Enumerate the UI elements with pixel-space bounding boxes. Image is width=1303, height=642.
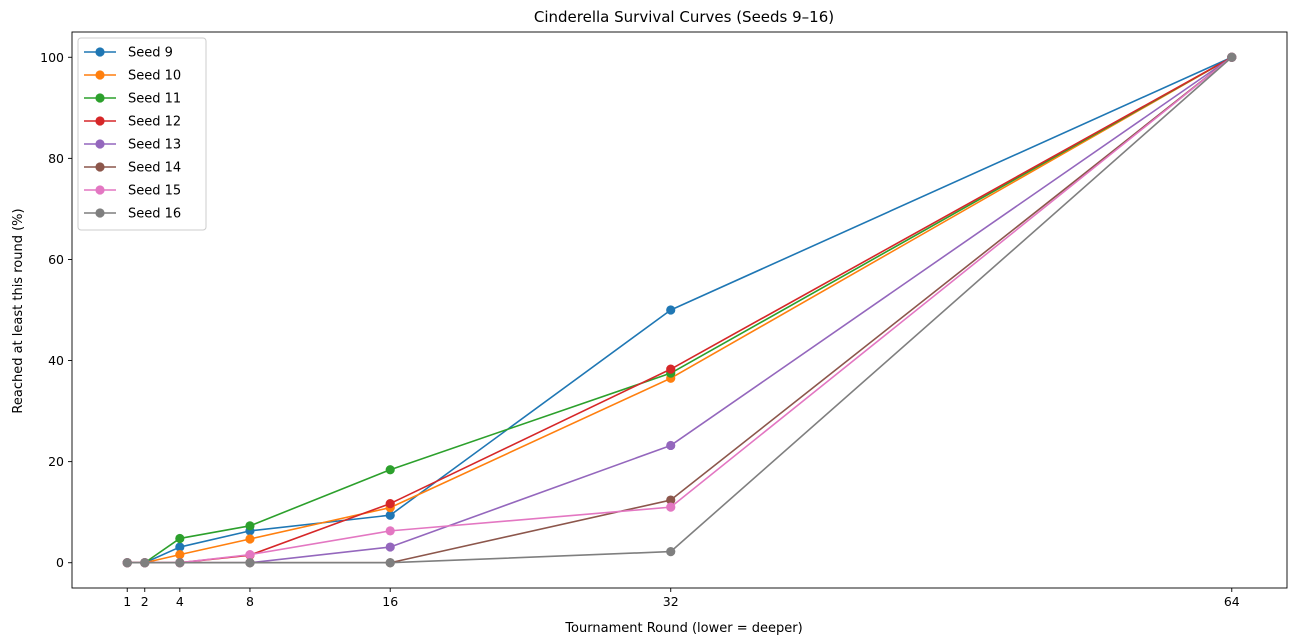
data-point-seed-15 <box>245 550 255 560</box>
y-tick-label: 60 <box>48 252 64 267</box>
data-point-seed-9 <box>666 305 676 315</box>
series-seed-16 <box>122 52 1237 568</box>
y-tick-label: 40 <box>48 353 64 368</box>
data-point-seed-16 <box>175 558 185 568</box>
x-tick-label: 32 <box>663 594 679 609</box>
series-line-seed-9 <box>127 56 1233 564</box>
data-point-seed-13 <box>385 542 395 552</box>
legend-label-seed-16: Seed 16 <box>128 207 181 222</box>
legend-label-seed-12: Seed 12 <box>128 115 181 130</box>
data-point-seed-13 <box>666 440 676 451</box>
series-line-seed-12 <box>127 56 1233 564</box>
legend-label-seed-9: Seed 9 <box>128 46 173 61</box>
series-line-seed-14 <box>127 56 1233 564</box>
chart-title: Cinderella Survival Curves (Seeds 9–16) <box>534 8 834 26</box>
legend-marker-seed-10 <box>95 70 105 80</box>
series-line-seed-10 <box>127 56 1233 564</box>
legend-label-seed-15: Seed 15 <box>128 184 181 199</box>
series-line-seed-13 <box>127 56 1233 564</box>
data-point-seed-10 <box>245 534 255 544</box>
legend-label-seed-11: Seed 11 <box>128 92 181 107</box>
legend-marker-seed-16 <box>95 208 105 218</box>
data-point-seed-15 <box>385 526 395 536</box>
y-tick-label: 20 <box>48 454 64 469</box>
legend: Seed 9 Seed 10 Seed 11 Seed 12 Seed 13 Seed 1… <box>77 37 207 231</box>
data-point-seed-11 <box>245 521 255 531</box>
y-tick-label: 80 <box>48 151 64 166</box>
legend-marker-seed-12 <box>95 116 105 126</box>
data-point-seed-11 <box>385 465 395 475</box>
series-seed-9 <box>122 52 1237 568</box>
x-tick-label: 4 <box>176 594 184 609</box>
x-tick-label: 64 <box>1224 594 1240 609</box>
series-line-seed-11 <box>127 56 1233 564</box>
data-point-seed-16 <box>385 558 395 568</box>
data-point-seed-16 <box>1227 52 1237 62</box>
data-point-seed-15 <box>666 502 676 512</box>
data-point-seed-11 <box>175 533 185 544</box>
data-point-seed-12 <box>385 498 395 509</box>
legend-box <box>77 37 207 231</box>
data-point-seed-9 <box>175 542 185 552</box>
data-point-seed-16 <box>666 547 676 557</box>
x-tick-label: 8 <box>246 594 254 609</box>
x-tick-label: 16 <box>382 594 398 609</box>
legend-marker-seed-15 <box>95 185 105 195</box>
data-point-seed-12 <box>666 364 676 374</box>
data-point-seed-16 <box>245 558 255 568</box>
legend-label-seed-14: Seed 14 <box>128 161 181 176</box>
y-axis-label: Reached at least this round (%) <box>11 208 26 413</box>
legend-marker-seed-9 <box>95 47 105 57</box>
legend-label-seed-13: Seed 13 <box>128 138 181 153</box>
data-point-seed-14 <box>666 495 676 505</box>
data-point-seed-16 <box>140 558 150 568</box>
data-point-seed-10 <box>175 550 185 560</box>
plot-frame <box>71 31 1288 589</box>
legend-marker-seed-13 <box>95 139 105 149</box>
x-axis-label: Tournament Round (lower = deeper) <box>564 621 802 636</box>
legend-marker-seed-11 <box>95 93 105 103</box>
series-line-seed-16 <box>127 56 1233 564</box>
x-tick-label: 1 <box>123 594 131 609</box>
legend-label-seed-10: Seed 10 <box>128 69 181 84</box>
data-point-seed-16 <box>122 558 132 568</box>
y-tick-label: 0 <box>56 555 64 570</box>
legend-marker-seed-14 <box>95 162 105 172</box>
plot-area: 1 2 4 8 16 32 64 0 20 40 60 80 100 <box>40 31 1288 609</box>
y-tick-label: 100 <box>40 50 64 65</box>
series-line-seed-15 <box>127 56 1233 564</box>
x-tick-label: 2 <box>141 594 149 609</box>
data-point-seed-9 <box>385 510 395 520</box>
